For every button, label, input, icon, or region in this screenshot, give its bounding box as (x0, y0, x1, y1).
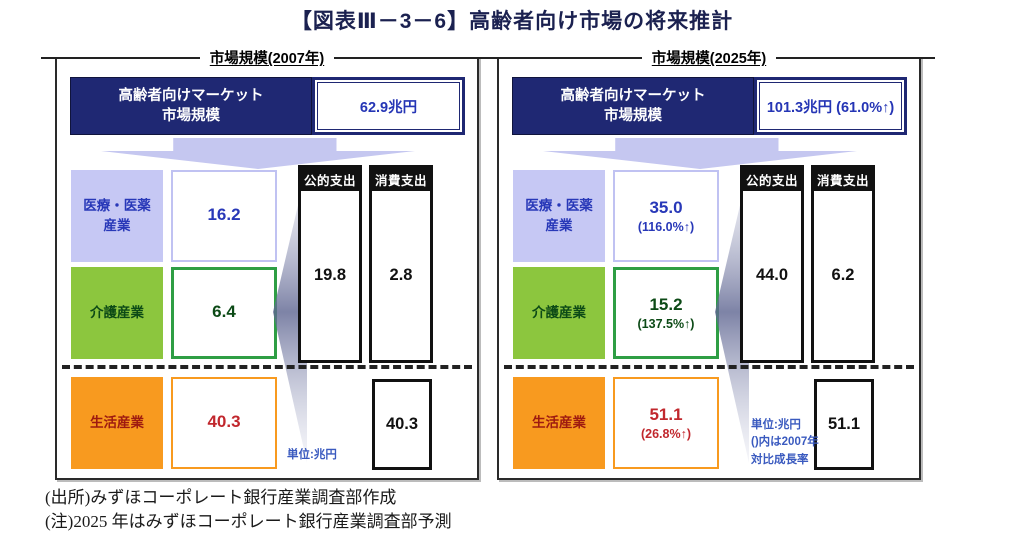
panel-2007-legend: 市場規模(2007年) (41, 47, 493, 69)
dashed-separator (504, 365, 914, 369)
market-label-2025: 高齢者向けマーケット 市場規模 (560, 87, 706, 124)
down-arrow-icon (543, 138, 857, 169)
consumption-expenditure-column-2007: 消費支出 2.8 (369, 165, 433, 363)
dashed-separator (62, 365, 472, 369)
consumption-expenditure-value: 2.8 (389, 266, 413, 284)
industry-label-text: 介護産業 (532, 305, 586, 321)
market-value-2025: 101.3兆円 (61.0%↑) (766, 99, 895, 116)
industry-label-care-2007: 介護産業 (71, 267, 163, 359)
public-expenditure-column-2025: 公的支出 44.0 (740, 165, 804, 363)
industry-label-text: 生活産業 (90, 415, 144, 431)
industry-label-text: 生活産業 (532, 415, 586, 431)
public-expenditure-header: 公的支出 (301, 168, 359, 191)
life-consumption-box-2025: 51.1 (814, 379, 874, 470)
unit-note-2025: 単位:兆円 ()内は2007年 対比成長率 (751, 419, 819, 466)
market-label-2007: 高齢者向けマーケット 市場規模 (118, 87, 264, 124)
industry-label-text: 医療・医薬 産業 (83, 198, 151, 233)
market-value-2007: 62.9兆円 (359, 99, 418, 116)
public-expenditure-header: 公的支出 (743, 168, 801, 191)
unit-note-2007: 単位:兆円 (287, 449, 337, 461)
panel-2025-heading: 市場規模(2025年) (641, 47, 777, 68)
consumption-expenditure-header: 消費支出 (372, 168, 430, 191)
industry-growth-text: (137.5%↑) (637, 317, 695, 331)
industry-value-text: 35.0 (649, 198, 683, 217)
figure-title: 【図表Ⅲ－3－6】高齢者向け市場の将来推計 (290, 10, 734, 33)
consumption-expenditure-column-2025: 消費支出 6.2 (811, 165, 875, 363)
market-value-box-2025: 101.3兆円 (61.0%↑) (754, 77, 907, 135)
industry-label-care-2025: 介護産業 (513, 267, 605, 359)
industry-label-medical-2025: 医療・医薬 産業 (513, 170, 605, 262)
industry-value-medical-2007: 16.2 (171, 170, 277, 262)
industry-value-care-2025: 15.2 (137.5%↑) (613, 267, 719, 359)
industry-label-text: 介護産業 (90, 305, 144, 321)
industry-label-life-2025: 生活産業 (513, 377, 605, 469)
industry-growth-text: (26.8%↑) (640, 427, 692, 441)
panel-2007: 市場規模(2007年) 高齢者向けマーケット 市場規模 62.9兆円 医療・医薬… (41, 47, 493, 480)
industry-value-text: 51.1 (649, 405, 683, 424)
industry-value-care-2007: 6.4 (171, 267, 277, 359)
industry-value-life-2007: 40.3 (171, 377, 277, 469)
panel-2025-legend: 市場規模(2025年) (483, 47, 935, 69)
industry-value-text: 40.3 (207, 412, 241, 431)
life-consumption-value: 51.1 (827, 415, 861, 433)
market-value-box-2007: 62.9兆円 (312, 77, 465, 135)
consumption-expenditure-header: 消費支出 (814, 168, 872, 191)
panel-2025: 市場規模(2025年) 高齢者向けマーケット 市場規模 101.3兆円 (61.… (483, 47, 935, 480)
industry-label-text: 医療・医薬 産業 (525, 198, 593, 233)
public-expenditure-value: 19.8 (313, 266, 347, 284)
source-line: (出所)みずほコーポレート銀行産業調査部作成 (45, 488, 397, 507)
industry-value-medical-2025: 35.0 (116.0%↑) (613, 170, 719, 262)
industry-label-medical-2007: 医療・医薬 産業 (71, 170, 163, 262)
market-label-box-2007: 高齢者向けマーケット 市場規模 (70, 77, 312, 135)
industry-label-life-2007: 生活産業 (71, 377, 163, 469)
public-expenditure-value: 44.0 (755, 266, 789, 284)
life-consumption-value: 40.3 (385, 415, 419, 433)
down-arrow-icon (101, 138, 415, 169)
industry-value-text: 15.2 (649, 295, 683, 314)
life-consumption-box-2007: 40.3 (372, 379, 432, 470)
public-expenditure-column-2007: 公的支出 19.8 (298, 165, 362, 363)
industry-value-text: 6.4 (212, 302, 236, 321)
industry-growth-text: (116.0%↑) (637, 220, 695, 234)
consumption-expenditure-value: 6.2 (831, 266, 855, 284)
industry-value-life-2025: 51.1 (26.8%↑) (613, 377, 719, 469)
market-label-box-2025: 高齢者向けマーケット 市場規模 (512, 77, 754, 135)
industry-value-text: 16.2 (207, 205, 241, 224)
panel-2007-heading: 市場規模(2007年) (199, 47, 335, 68)
note-line: (注)2025 年はみずほコーポレート銀行産業調査部予測 (45, 512, 452, 531)
